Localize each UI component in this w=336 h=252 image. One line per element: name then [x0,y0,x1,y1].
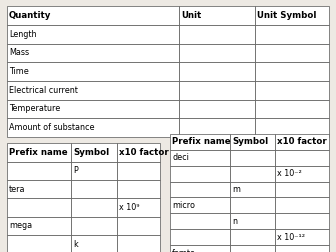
Bar [117,180,160,198]
Bar [71,143,117,162]
Bar [170,245,230,252]
Text: Mass: Mass [9,48,29,57]
Bar [7,44,179,62]
Bar [179,100,255,118]
Bar [230,166,275,182]
Bar [7,235,71,252]
Bar [179,25,255,44]
Bar [117,162,160,180]
Text: Symbol: Symbol [73,148,110,157]
Text: Temperature: Temperature [9,104,60,113]
Bar [255,6,329,25]
Bar [71,198,117,217]
Bar [117,143,160,162]
Bar [170,213,230,229]
Bar [230,198,275,213]
Text: k: k [73,240,78,249]
Bar [7,62,179,81]
Bar [7,100,179,118]
Text: mega: mega [9,222,32,230]
Bar [179,44,255,62]
Bar [179,81,255,100]
Bar [7,217,71,235]
Bar [179,118,255,137]
Bar [7,6,179,25]
Bar [170,150,230,166]
Bar [255,44,329,62]
Bar [230,150,275,166]
Text: n: n [233,217,238,226]
Text: x10 factor: x10 factor [277,137,327,146]
Text: P: P [73,166,78,175]
Bar [275,245,329,252]
Bar [7,198,71,217]
Text: Length: Length [9,30,37,39]
Bar [230,229,275,245]
Bar [7,118,179,137]
Bar [170,229,230,245]
Bar [275,150,329,166]
Text: x10 factor: x10 factor [119,148,169,157]
Bar [117,235,160,252]
Bar [7,25,179,44]
Bar [275,134,329,150]
Bar [275,182,329,198]
Bar [255,100,329,118]
Bar [230,182,275,198]
Bar [7,162,71,180]
Bar [170,134,230,150]
Bar [117,217,160,235]
Text: Electrical current: Electrical current [9,86,78,95]
Bar [71,217,117,235]
Text: x 10⁹: x 10⁹ [119,203,140,212]
Bar [255,62,329,81]
Bar [71,235,117,252]
Bar [230,213,275,229]
Bar [230,134,275,150]
Text: deci: deci [172,153,189,162]
Text: Symbol: Symbol [233,137,269,146]
Bar [179,6,255,25]
Bar [170,166,230,182]
Text: Time: Time [9,67,29,76]
Bar [255,25,329,44]
Bar [7,143,71,162]
Bar [255,81,329,100]
Text: m: m [233,185,241,194]
Bar [275,213,329,229]
Text: Quantity: Quantity [9,11,51,20]
Bar [170,198,230,213]
Text: Unit: Unit [182,11,202,20]
Bar [275,198,329,213]
Bar [71,162,117,180]
Bar [170,182,230,198]
Text: micro: micro [172,201,195,210]
Bar [275,166,329,182]
Text: tera: tera [9,185,26,194]
Bar [179,62,255,81]
Bar [7,180,71,198]
Text: Prefix name: Prefix name [172,137,230,146]
Bar [7,81,179,100]
Bar [255,118,329,137]
Text: femto: femto [172,248,196,252]
Bar [275,229,329,245]
Text: x 10⁻²: x 10⁻² [277,169,302,178]
Bar [71,180,117,198]
Bar [117,198,160,217]
Text: Unit Symbol: Unit Symbol [257,11,317,20]
Text: Amount of substance: Amount of substance [9,123,94,132]
Text: x 10⁻¹²: x 10⁻¹² [277,233,305,242]
Bar [230,245,275,252]
Text: Prefix name: Prefix name [9,148,68,157]
